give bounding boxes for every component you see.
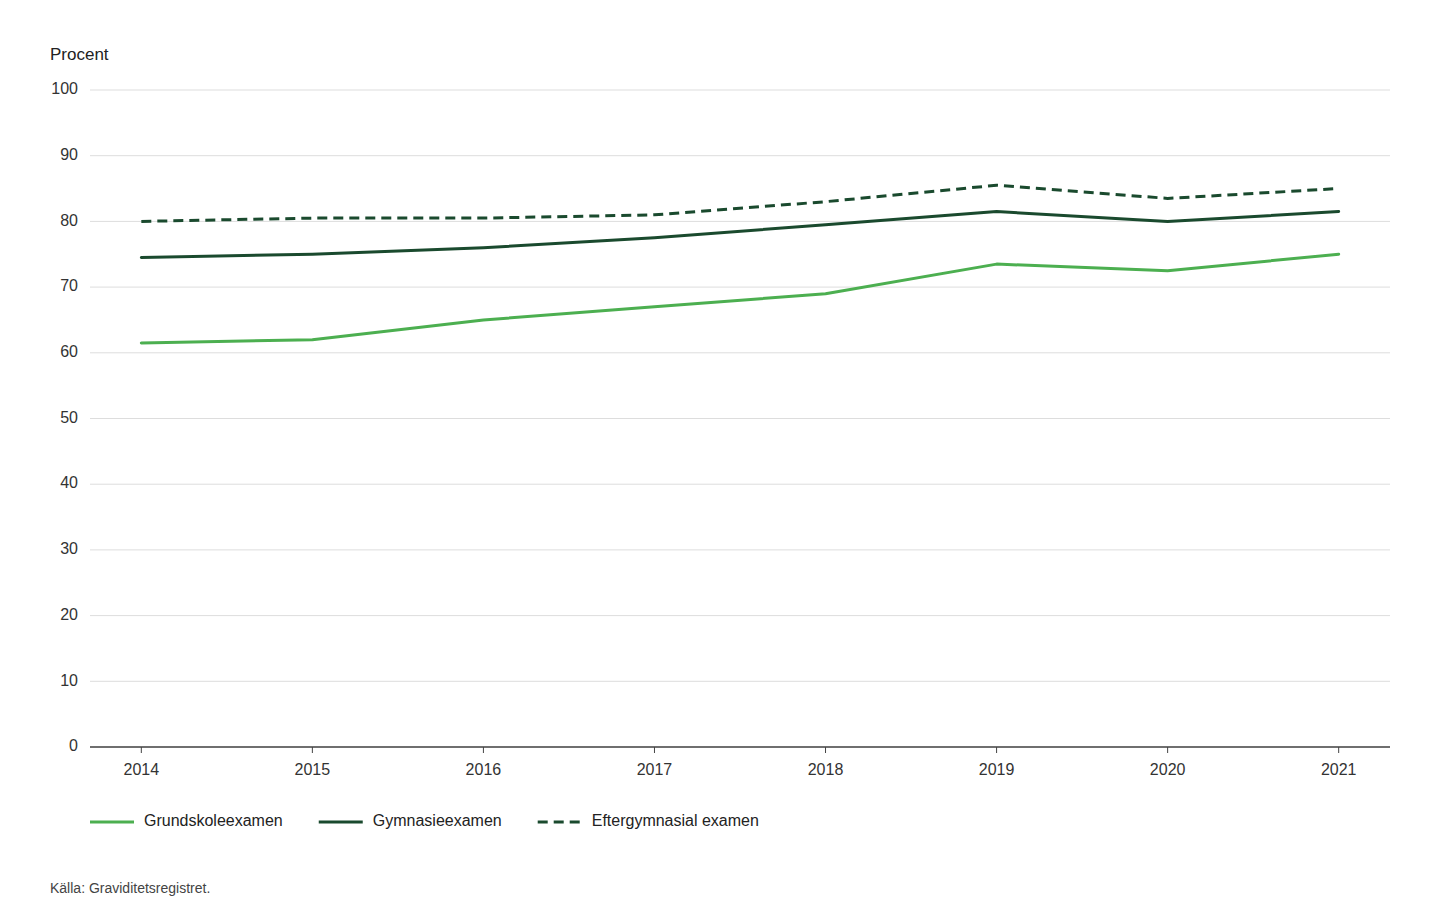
grid-line — [90, 155, 1390, 156]
x-tick — [996, 747, 997, 753]
x-tick — [1338, 747, 1339, 753]
series-line — [141, 185, 1338, 221]
x-tick-label: 2019 — [979, 761, 1015, 778]
grid-line — [90, 747, 1390, 748]
y-tick-label: 10 — [60, 672, 78, 689]
source-note: Källa: Graviditetsregistret. — [50, 880, 210, 896]
y-tick-label: 80 — [60, 212, 78, 229]
y-tick-label: 40 — [60, 474, 78, 491]
grid-line — [90, 615, 1390, 616]
legend-swatch — [538, 821, 582, 824]
y-tick-label: 20 — [60, 606, 78, 623]
grid-line — [90, 418, 1390, 419]
legend-swatch — [90, 821, 134, 824]
grid — [90, 90, 1390, 747]
y-tick-label: 30 — [60, 540, 78, 557]
y-tick-label: 90 — [60, 146, 78, 163]
y-axis-label: Procent — [50, 45, 109, 64]
grid-line — [90, 549, 1390, 550]
grid-line — [90, 352, 1390, 353]
x-axis: 2014 2015 2016 2017 2018 2019 2020 2021 — [90, 747, 1390, 778]
x-tick-label: 2016 — [466, 761, 502, 778]
y-tick-label: 50 — [60, 409, 78, 426]
series-line — [141, 254, 1338, 343]
x-tick — [141, 747, 142, 753]
legend: Grundskoleexamen Gymnasieexamen Eftergymna… — [90, 812, 759, 829]
y-tick-label: 60 — [60, 343, 78, 360]
grid-line — [90, 681, 1390, 682]
legend-label: Eftergymnasial examen — [592, 812, 759, 829]
x-tick-label: 2021 — [1321, 761, 1357, 778]
y-tick-label: 100 — [51, 80, 78, 97]
chart: 0102030405060708090100201420152016201720… — [0, 0, 1430, 917]
grid-line — [90, 287, 1390, 288]
x-tick-label: 2018 — [808, 761, 844, 778]
x-tick-label: 2020 — [1150, 761, 1186, 778]
legend-label: Grundskoleexamen — [144, 812, 283, 829]
grid-line — [90, 90, 1390, 91]
x-tick — [1167, 747, 1168, 753]
x-tick — [654, 747, 655, 753]
x-tick-label: 2017 — [637, 761, 673, 778]
x-tick — [483, 747, 484, 753]
y-tick-label: 0 — [69, 737, 78, 754]
x-axis-line — [90, 746, 1390, 748]
x-tick — [312, 747, 313, 753]
legend-label: Gymnasieexamen — [373, 812, 502, 829]
y-tick-label: 70 — [60, 277, 78, 294]
x-tick — [825, 747, 826, 753]
lines — [141, 185, 1338, 343]
x-tick-label: 2015 — [295, 761, 331, 778]
grid-line — [90, 484, 1390, 485]
y-axis: 0 10 20 30 40 50 60 70 80 90 100 — [51, 80, 78, 754]
legend-swatch — [319, 821, 363, 824]
x-tick-label: 2014 — [124, 761, 160, 778]
